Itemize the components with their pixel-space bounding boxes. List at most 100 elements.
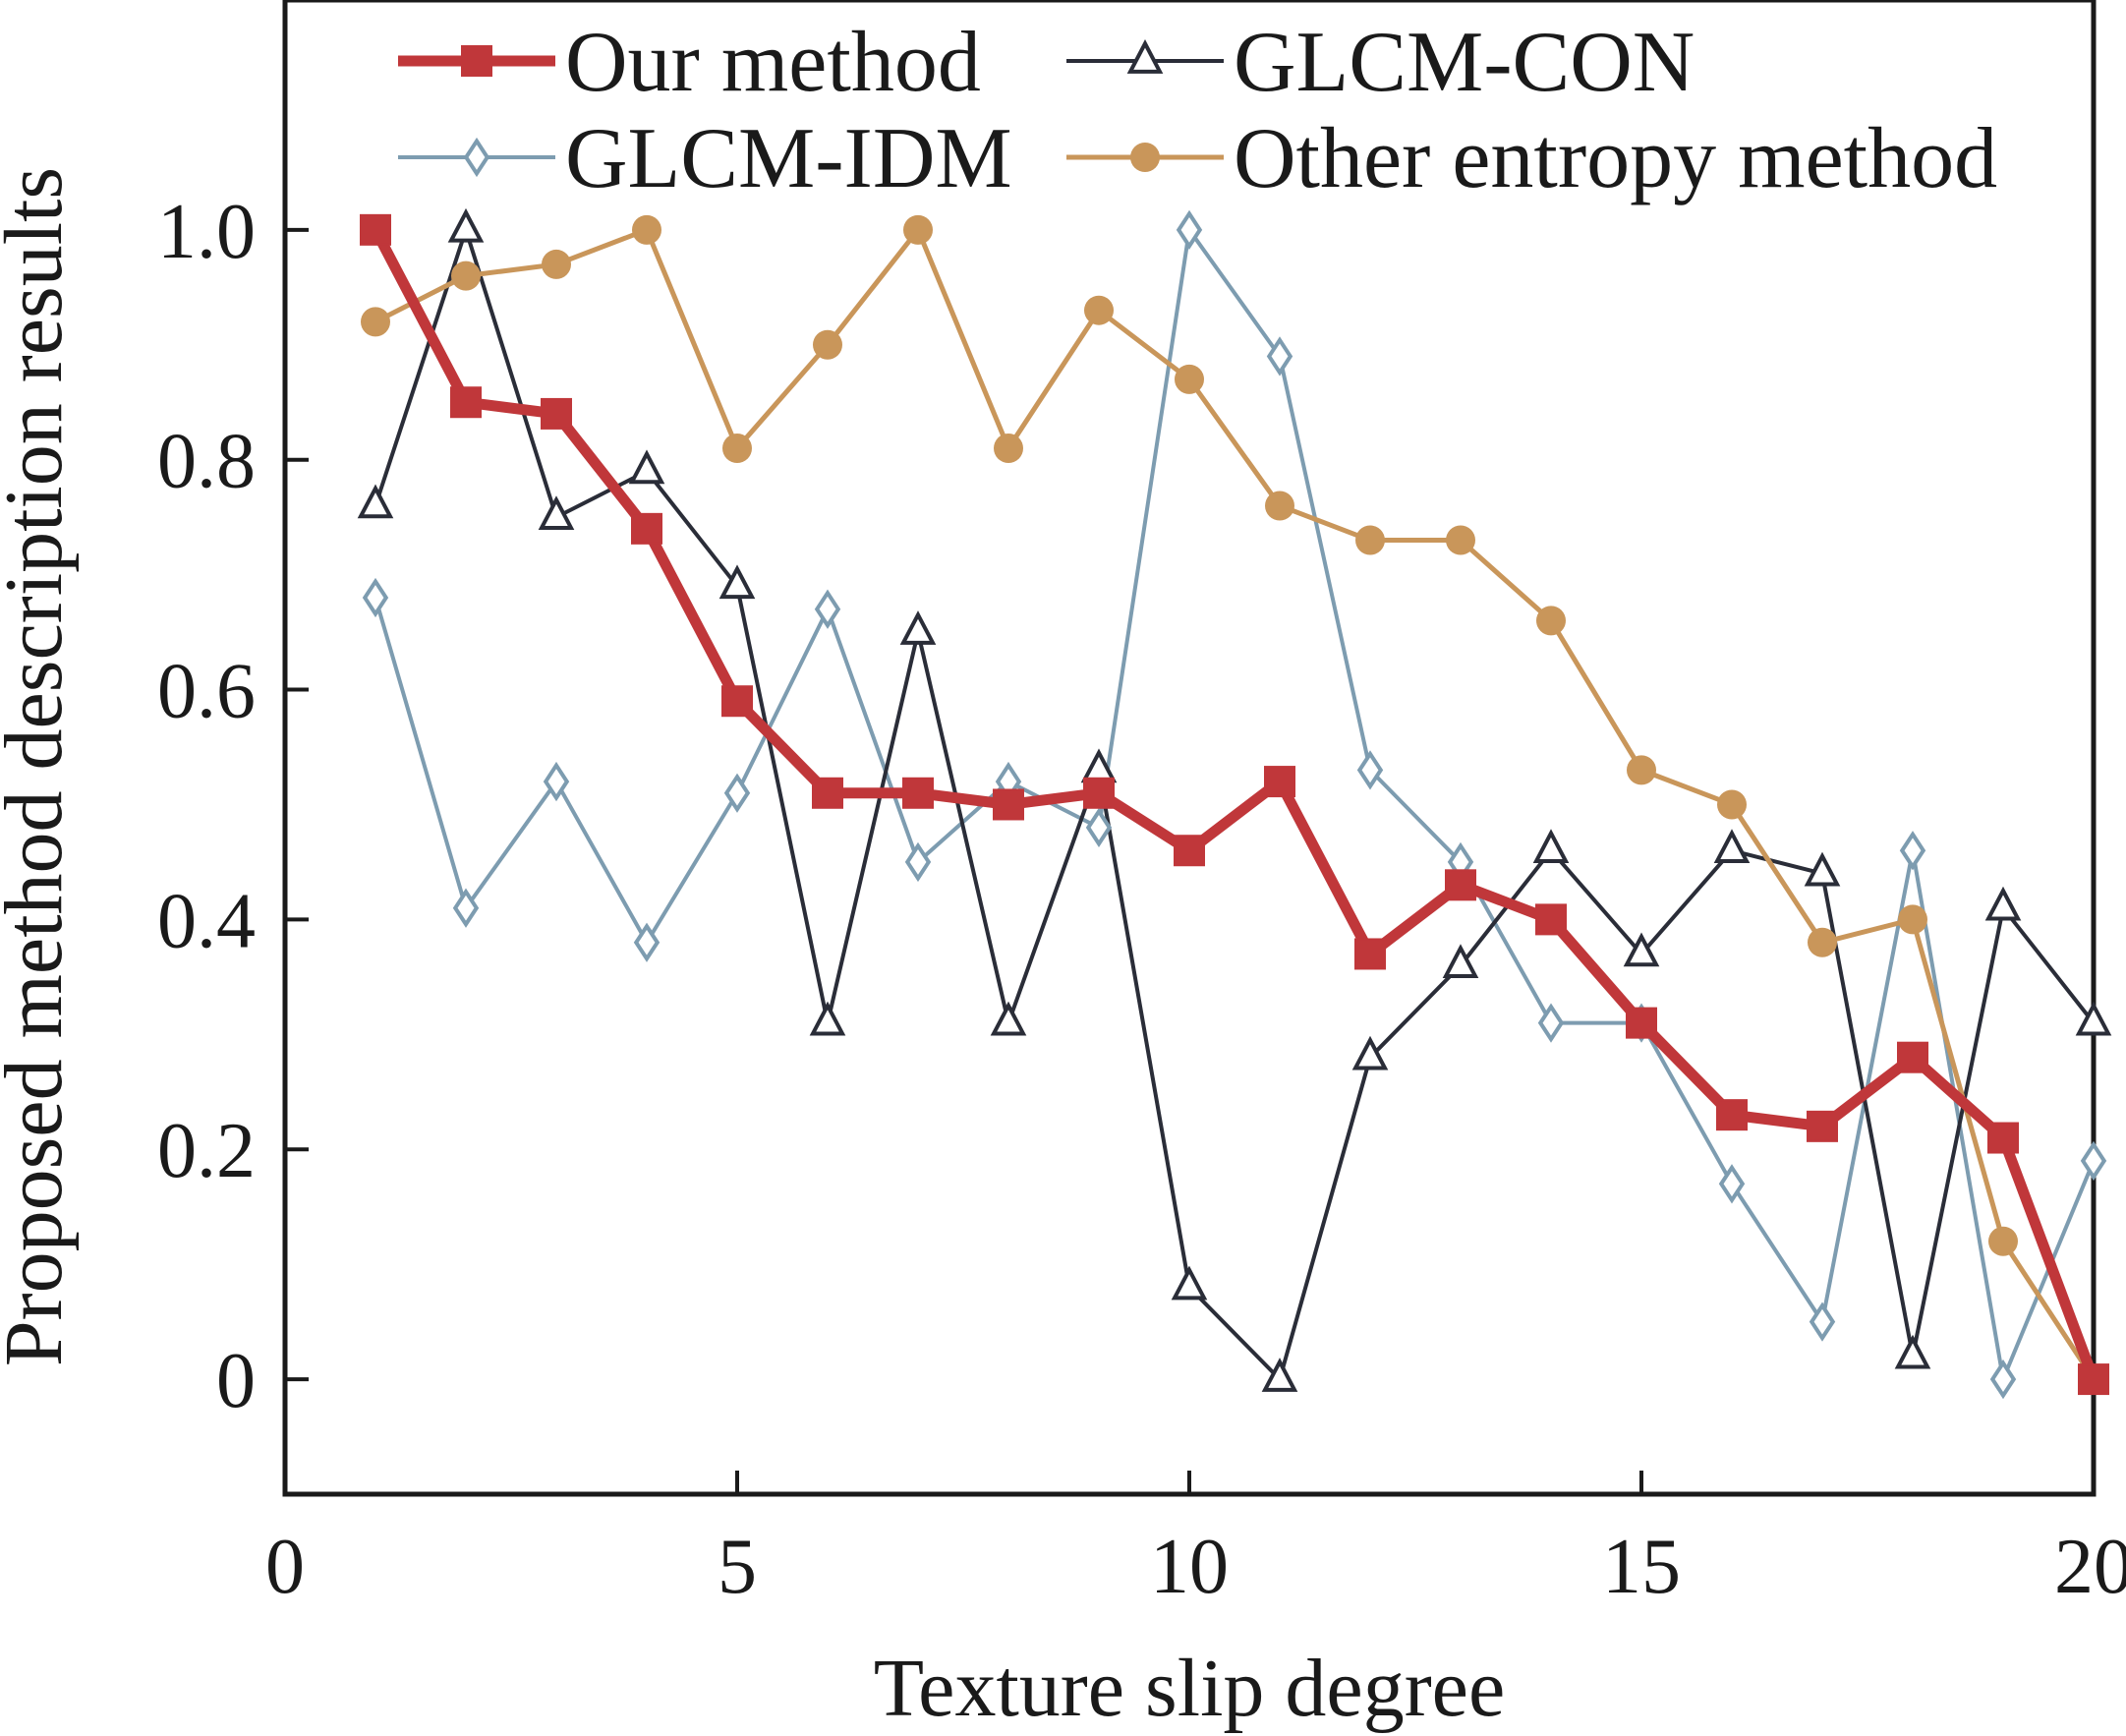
legend-marker-square [461, 45, 492, 77]
y-tick-label: 0 [216, 1338, 256, 1424]
data-point-circle [1627, 755, 1656, 785]
data-point-circle [1175, 364, 1204, 394]
data-point-square [1535, 903, 1567, 936]
series-line-triangle [373, 227, 2096, 1382]
data-point-triangle [1984, 886, 2022, 921]
data-point-triangle [357, 484, 394, 519]
x-axis-label: Texture slip degree [874, 1643, 1506, 1734]
data-point-diamond [1809, 1302, 1836, 1342]
y-axis-label: Proposed method description results [0, 167, 80, 1366]
series-line-diamond [373, 227, 2096, 1382]
data-point-triangle [1623, 932, 1660, 967]
data-point-square [1083, 777, 1115, 809]
data-point-triangle [1442, 944, 1479, 978]
data-point-circle [813, 329, 842, 360]
data-point-triangle [538, 495, 575, 530]
y-tick-label: 1.0 [157, 189, 256, 275]
data-point-circle [1265, 491, 1294, 521]
data-point-circle [1717, 789, 1747, 820]
legend-label: GLCM-CON [1234, 15, 1695, 110]
data-point-circle [722, 434, 752, 463]
legend-marker-circle [1130, 143, 1160, 172]
series-markers [357, 207, 2112, 1400]
data-point-diamond [1266, 336, 1293, 376]
data-point-triangle [1713, 829, 1751, 864]
y-tick-label: 0.8 [157, 419, 256, 505]
data-point-square [1264, 766, 1295, 798]
data-point-diamond [1899, 831, 1926, 871]
data-point-circle [451, 260, 481, 291]
data-point-triangle [1532, 829, 1570, 864]
data-point-triangle [718, 564, 756, 600]
data-point-square [1174, 835, 1205, 867]
data-point-square [631, 512, 662, 545]
y-tick-label: 0.4 [157, 878, 256, 964]
data-point-circle [1898, 904, 1927, 935]
data-point-square [450, 386, 482, 419]
series-lines [371, 227, 2099, 1382]
data-point-square [1626, 1007, 1657, 1039]
data-point-triangle [1351, 1035, 1389, 1071]
data-point-circle [1808, 927, 1837, 957]
legend-marker-diamond [463, 137, 490, 178]
data-point-square [902, 777, 934, 809]
data-point-circle [542, 249, 571, 279]
data-point-diamond [633, 922, 661, 962]
legend-label: GLCM-IDM [565, 111, 1012, 206]
data-point-triangle [447, 207, 485, 243]
data-point-diamond [2080, 1140, 2107, 1182]
data-point-triangle [809, 1001, 846, 1036]
data-point-square [541, 397, 572, 430]
data-point-square [360, 213, 391, 246]
x-tick-label: 10 [1150, 1524, 1229, 1610]
data-point-circle [903, 214, 933, 245]
x-tick-label: 20 [2054, 1524, 2126, 1610]
data-point-circle [361, 307, 390, 337]
data-point-diamond [1537, 1003, 1565, 1043]
data-point-diamond [362, 577, 389, 618]
x-tick-label: 15 [1602, 1524, 1681, 1610]
data-point-diamond [452, 888, 480, 928]
series-line-square [371, 227, 2099, 1382]
y-tick-label: 0.2 [157, 1108, 256, 1194]
data-point-triangle [1894, 1334, 1931, 1369]
data-point-diamond [1176, 209, 1203, 250]
data-point-triangle [628, 449, 665, 485]
legend-marker-triangle [1126, 39, 1164, 74]
data-point-diamond [1989, 1359, 2017, 1400]
data-point-triangle [1804, 851, 1841, 887]
data-point-circle [1355, 525, 1385, 555]
data-point-triangle [899, 610, 937, 645]
data-point-diamond [723, 773, 751, 813]
y-tick-label: 0.6 [157, 649, 256, 735]
legend-label: Our method [565, 15, 981, 110]
data-point-diamond [1718, 1164, 1746, 1204]
data-point-diamond [1356, 750, 1384, 790]
legend-label: Other entropy method [1234, 111, 1997, 206]
axis-ticks: 0 5 10 15 20 0 0.2 0.4 0.6 0.8 1.0 [157, 189, 2126, 1610]
x-tick-label: 0 [265, 1524, 305, 1610]
data-point-triangle [990, 1001, 1027, 1036]
data-point-circle [1084, 295, 1114, 325]
data-point-diamond [904, 841, 932, 883]
data-point-square [1807, 1110, 1838, 1142]
data-point-square [721, 685, 753, 718]
x-tick-label: 5 [718, 1524, 757, 1610]
data-point-square [2078, 1363, 2109, 1396]
data-point-triangle [1261, 1358, 1298, 1392]
data-point-triangle [2075, 1001, 2112, 1036]
data-point-triangle [1171, 1265, 1208, 1301]
legend: Our method GLCM-CON GLCM-IDM Other entropy … [398, 15, 1997, 206]
data-point-square [812, 777, 843, 809]
data-point-diamond [543, 761, 570, 802]
data-point-circle [994, 434, 1023, 463]
data-point-diamond [1085, 807, 1113, 847]
data-point-square [993, 788, 1024, 821]
data-point-circle [1536, 606, 1566, 636]
data-point-square [1987, 1122, 2019, 1154]
data-point-diamond [814, 589, 841, 629]
series-line-circle [373, 227, 2097, 1381]
data-point-square [1354, 938, 1386, 970]
data-point-circle [1988, 1226, 2018, 1256]
